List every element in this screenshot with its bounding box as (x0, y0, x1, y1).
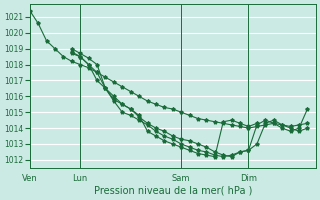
X-axis label: Pression niveau de la mer( hPa ): Pression niveau de la mer( hPa ) (93, 186, 252, 196)
